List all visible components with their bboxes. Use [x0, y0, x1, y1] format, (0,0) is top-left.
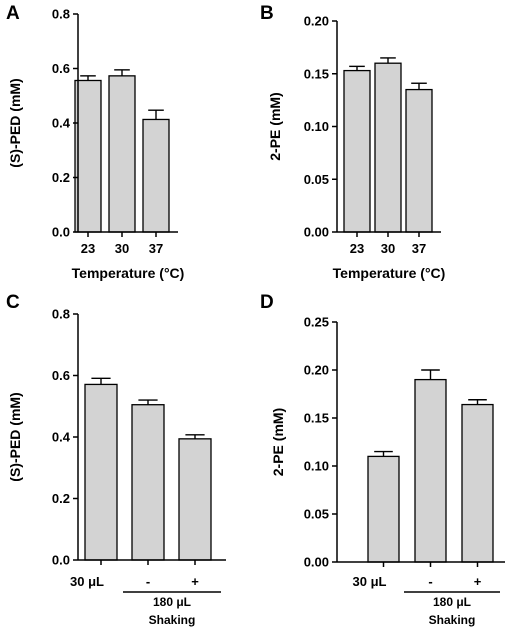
y-tick-label: 0.20: [304, 14, 329, 29]
x-tick-label: 30 μL: [70, 574, 104, 589]
bar-2: [108, 75, 136, 233]
x-tick-label: 30: [381, 241, 395, 256]
x-tick-label: 30: [115, 241, 129, 256]
x-tick-label: +: [474, 574, 482, 589]
y-tick-label: 0.4: [52, 430, 71, 445]
y-tick-label: 0.15: [304, 66, 329, 81]
bar-3: [178, 438, 212, 561]
group-sublabel: Shaking: [149, 613, 196, 627]
bar-1: [367, 455, 400, 563]
panel-letter: C: [6, 292, 20, 313]
y-tick-label: 0.05: [304, 172, 329, 187]
error-bar-1: [349, 65, 365, 71]
panel-b: B 0.00 0.05 0.10 0.15 0.20 23 30 37 2-PE (mM) Temp…: [260, 3, 445, 281]
y-tick-label: 0.2: [52, 170, 70, 185]
y-axis-title: (S)-PED (mM): [7, 78, 23, 167]
panel-letter: A: [6, 3, 20, 24]
bar-3: [142, 118, 170, 233]
y-tick-label: 0.8: [52, 7, 70, 22]
error-bar-3: [468, 399, 487, 405]
panel-d: D 0.00 0.05 0.10 0.15 0.20 0.25 30 μL - +2-PE (mM…: [260, 292, 505, 627]
x-tick-label: +: [191, 574, 199, 589]
y-tick-label: 0.05: [304, 507, 329, 522]
bar-3: [461, 403, 494, 563]
error-bar-2: [138, 399, 158, 405]
y-tick-label: 0.8: [52, 307, 70, 322]
y-tick-label: 0.2: [52, 491, 70, 506]
error-bar-3: [185, 434, 205, 439]
x-tick-label: 23: [81, 241, 95, 256]
y-tick-label: 0.25: [304, 315, 329, 330]
bar-3: [405, 88, 433, 233]
x-tick-label: 30 μL: [353, 574, 387, 589]
error-bar-1: [374, 450, 393, 457]
x-tick-label: -: [146, 574, 150, 589]
y-tick-label: 0.6: [52, 368, 70, 383]
bar-1: [74, 79, 102, 233]
group-sublabel: Shaking: [429, 613, 476, 627]
y-tick-label: 0.10: [304, 119, 329, 134]
error-bar-1: [91, 377, 111, 385]
panel-letter: B: [260, 3, 274, 24]
bar-2: [414, 378, 447, 563]
error-bar-2: [114, 69, 130, 76]
panel-c: C 0.0 0.2 0.4 0.6 0.8 30 μL - + (S)-PED (mM) 180 μ…: [6, 292, 226, 627]
y-axis-title: 2-PE (mM): [267, 92, 283, 160]
y-tick-label: 0.6: [52, 61, 70, 76]
y-tick-label: 0.20: [304, 363, 329, 378]
y-tick-label: 0.0: [52, 225, 70, 240]
y-tick-label: 0.15: [304, 411, 329, 426]
error-bar-3: [148, 109, 164, 120]
x-tick-label: 23: [350, 241, 364, 256]
x-axis-title: Temperature (°C): [333, 265, 446, 281]
y-tick-label: 0.0: [52, 553, 70, 568]
bar-1: [84, 383, 118, 561]
y-tick-label: 0.00: [304, 225, 329, 240]
bar-2: [131, 404, 165, 561]
y-tick-label: 0.00: [304, 555, 329, 570]
error-bar-3: [411, 82, 427, 90]
x-tick-label: 37: [412, 241, 426, 256]
x-axis-title: Temperature (°C): [72, 265, 185, 281]
group-label: 180 μL: [433, 595, 471, 609]
y-tick-label: 0.4: [52, 116, 71, 131]
y-axis-title: 2-PE (mM): [270, 408, 286, 476]
error-bar-2: [421, 369, 440, 380]
group-label: 180 μL: [153, 595, 191, 609]
panel-a: A 0.0 0.2 0.4 0.6 0.8 23 30 37 (S)-PED (mM) Temper…: [6, 3, 184, 281]
bar-1: [343, 69, 371, 233]
error-bar-2: [380, 57, 396, 64]
panel-letter: D: [260, 292, 274, 313]
error-bar-1: [80, 75, 96, 81]
bar-2: [374, 62, 402, 233]
y-tick-label: 0.10: [304, 459, 329, 474]
x-tick-label: 37: [149, 241, 163, 256]
x-tick-label: -: [428, 574, 432, 589]
y-axis-title: (S)-PED (mM): [7, 392, 23, 481]
